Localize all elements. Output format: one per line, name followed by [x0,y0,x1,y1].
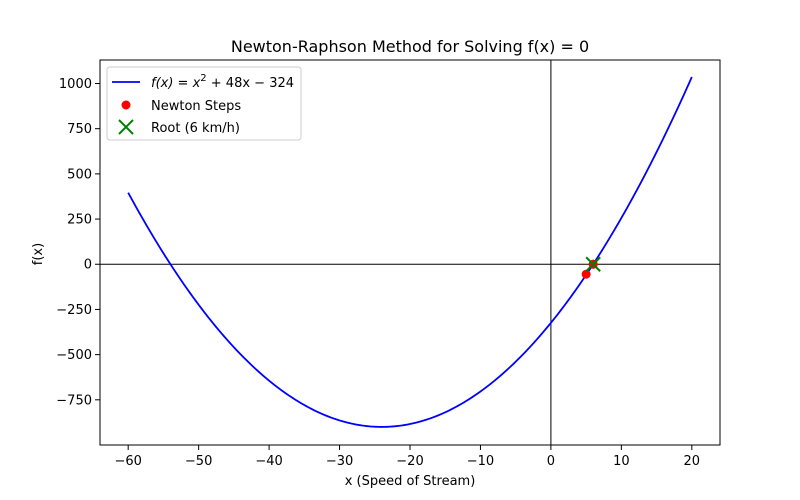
legend-label-fx-prefix: f(x) = x [151,76,201,91]
x-tick-label: −30 [326,454,353,469]
legend: f(x) = x2 + 48x − 324 Newton Steps Root (6… [106,66,302,141]
y-axis-label: f(x) [31,243,46,265]
y-tick-label: 750 [67,122,92,137]
y-tick-label: −500 [56,348,92,363]
newton-step-point [581,269,591,279]
y-tick-label: 0 [84,258,92,273]
x-tick-label: 10 [613,454,630,469]
legend-label-root: Root (6 km/h) [151,121,240,136]
legend-swatch-x [118,119,134,135]
plot-area: −60 −50 −40 −30 −20 −10 0 10 20 −750 −500 −250 0 250 5… [56,59,721,469]
y-tick-label: 250 [67,213,92,228]
x-tick-label: −60 [114,454,141,469]
legend-swatch-point [121,100,131,110]
legend-label-newton-steps: Newton Steps [151,99,241,114]
legend-label-fx: f(x) = x2 + 48x − 324 [151,73,294,91]
y-tick-label: −250 [56,303,92,318]
x-tick-label: −10 [467,454,494,469]
root-marker-stroke [585,256,601,272]
legend-label-fx-sup: 2 [200,73,206,84]
legend-box [106,66,302,141]
y-tick-label: 1000 [59,77,92,92]
y-tick-label: 500 [67,167,92,182]
legend-label-fx-suffix: + 48x − 324 [207,76,294,91]
x-tick-label: −50 [185,454,212,469]
x-tick-label: −20 [396,454,423,469]
root-marker [585,256,601,272]
x-tick-label: 20 [684,454,701,469]
series-line-fx [127,76,693,428]
x-axis-label: x (Speed of Stream) [345,474,476,489]
chart-title: Newton-Raphson Method for Solving f(x) =… [231,37,589,56]
y-tick-label: −750 [56,393,92,408]
x-tick-label: 0 [547,454,555,469]
x-tick-label: −40 [255,454,282,469]
